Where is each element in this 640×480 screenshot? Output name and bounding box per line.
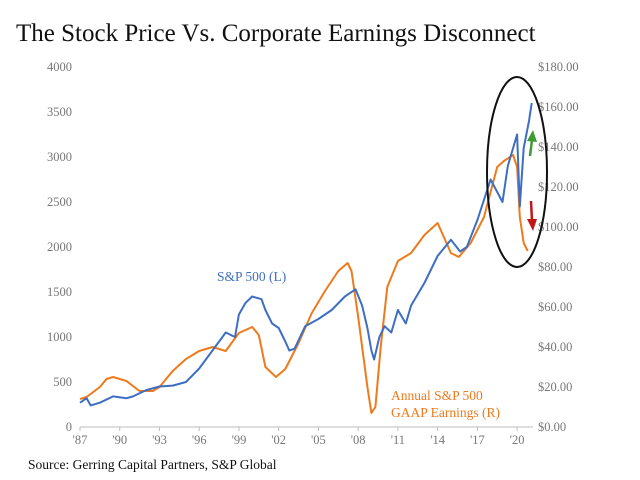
right-tick-label: $80.00 <box>538 260 572 274</box>
left-tick-label: 4000 <box>47 60 72 74</box>
x-tick-label: '99 <box>232 433 247 447</box>
left-axis-ticks: 0 500 1000 1500 2000 2500 3000 3500 4000 <box>47 60 72 434</box>
left-tick-label: 2500 <box>47 195 72 209</box>
right-tick-label: $120.00 <box>538 180 579 194</box>
right-tick-label: $60.00 <box>538 300 572 314</box>
right-tick-label: $0.00 <box>538 420 566 434</box>
x-tick-label: '90 <box>112 433 127 447</box>
left-tick-label: 2000 <box>47 240 72 254</box>
x-tick-label: '14 <box>430 433 446 447</box>
x-tick-label: '08 <box>351 433 366 447</box>
earnings-series-label-line2: GAAP Earnings (R) <box>391 405 500 420</box>
left-tick-label: 1500 <box>47 285 72 299</box>
right-tick-label: $140.00 <box>538 140 579 154</box>
left-tick-label: 3000 <box>47 150 72 164</box>
x-tick-label: '05 <box>311 433 326 447</box>
right-tick-label: $160.00 <box>538 100 579 114</box>
left-tick-label: 3500 <box>47 105 72 119</box>
right-tick-label: $180.00 <box>538 60 579 74</box>
left-tick-label: 500 <box>53 375 72 389</box>
chart-title: The Stock Price Vs. Corporate Earnings D… <box>16 20 536 47</box>
up-arrow-icon <box>527 130 537 157</box>
highlight-ellipse <box>486 76 548 268</box>
x-axis-ticks: '87 '90 '93 '96 '99 '02 '05 '08 '11 '14 '17 '20 <box>73 427 525 447</box>
right-axis-ticks: $0.00 $20.00 $40.00 $60.00 $80.00 $100.00 $120… <box>538 60 579 434</box>
x-tick-label: '02 <box>271 433 286 447</box>
right-tick-label: $100.00 <box>538 220 579 234</box>
down-arrow-icon <box>527 200 537 231</box>
left-tick-label: 1000 <box>47 330 72 344</box>
sp500-series-line <box>79 102 533 407</box>
right-tick-label: $40.00 <box>538 340 572 354</box>
earnings-series-line <box>79 154 529 414</box>
x-tick-label: '96 <box>192 433 207 447</box>
source-note: Source: Gerring Capital Partners, S&P Gl… <box>28 457 277 472</box>
x-tick-label: '20 <box>510 433 525 447</box>
x-tick-label: '93 <box>152 433 167 447</box>
x-tick-label: '17 <box>470 433 485 447</box>
x-tick-label: '87 <box>73 433 88 447</box>
left-tick-label: 0 <box>66 420 72 434</box>
sp500-series-label: S&P 500 (L) <box>217 269 286 284</box>
right-tick-label: $20.00 <box>538 380 572 394</box>
earnings-series-label-line1: Annual S&P 500 <box>391 388 483 403</box>
x-tick-label: '11 <box>391 433 405 447</box>
